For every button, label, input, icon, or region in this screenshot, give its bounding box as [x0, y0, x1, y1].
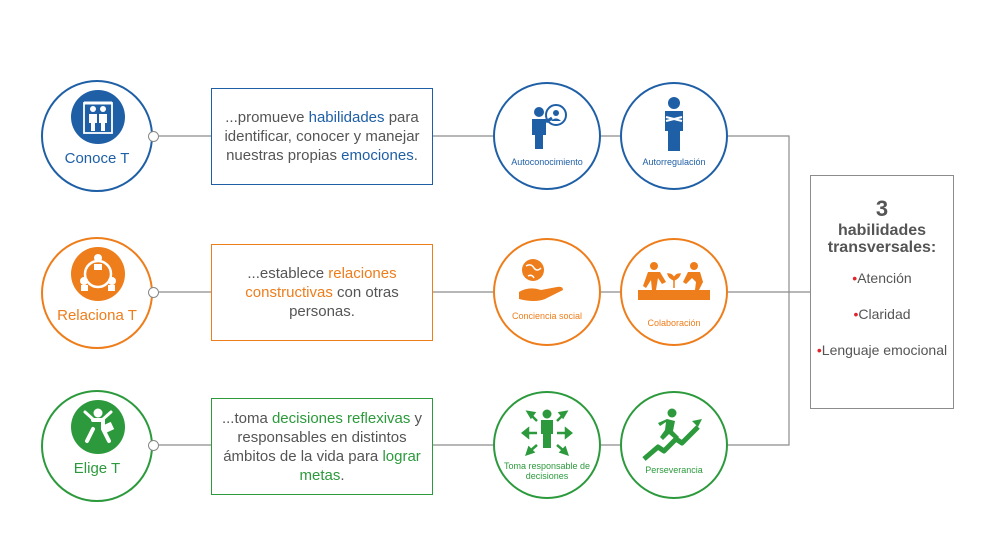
bullet: •	[853, 306, 859, 322]
relaciona-t-circle[interactable]: Relaciona T	[41, 237, 153, 349]
relaciona-t-description: ...establece relaciones constructivas co…	[211, 244, 433, 341]
desc-text: .	[413, 147, 418, 164]
jumping-person-icon	[71, 400, 125, 454]
person-climbing-arrow-icon	[642, 408, 702, 461]
summary-box: 3 habilidades transversales: •Atención •…	[810, 175, 954, 409]
summary-item-label: Atención	[857, 270, 912, 286]
skill-perseverancia[interactable]: Perseverancia	[620, 391, 728, 499]
skill-label: Conciencia social	[511, 311, 583, 321]
desc-highlight: emociones	[341, 147, 414, 164]
desc-text: ...establece	[247, 265, 329, 282]
relaciona-t-knob	[148, 287, 159, 298]
desc-text: para identificar, conocer y manejar nues…	[224, 109, 420, 164]
summary-item-lenguaje-emocional: •Lenguaje emocional	[811, 342, 953, 359]
elige-t-knob	[148, 440, 159, 451]
desc-text: ...promueve	[225, 109, 309, 126]
desc-highlight: relaciones constructivas	[245, 265, 397, 301]
desc-text: .	[340, 466, 345, 484]
summary-list: •Atención •Claridad •Lenguaje emocional	[811, 270, 953, 359]
summary-item-claridad: •Claridad	[811, 306, 953, 323]
desc-highlight: lograr metas	[299, 447, 421, 484]
desc-text: con otras personas.	[289, 284, 399, 320]
bullet: •	[816, 342, 822, 358]
desc-text: y responsables en distintos ámbitos de l…	[223, 409, 423, 465]
desc-highlight: habilidades	[308, 109, 385, 126]
elige-t-description: ...toma decisiones reflexivas y responsa…	[211, 398, 433, 495]
summary-number: 3	[875, 196, 889, 221]
desc-text: ...toma	[221, 409, 272, 427]
relaciona-t-label: Relaciona T	[57, 307, 137, 324]
summary-item-label: Lenguaje emocional	[821, 342, 948, 358]
skill-label: Toma responsable de decisiones	[503, 461, 591, 481]
skill-autorregulacion[interactable]: Autorregulación	[620, 82, 728, 190]
skill-autoconocimiento[interactable]: Autoconocimiento	[493, 82, 601, 190]
skill-label: Perseverancia	[645, 465, 703, 475]
conoce-t-knob	[148, 131, 159, 142]
summary-item-label: Claridad	[858, 306, 911, 322]
two-people-icon	[71, 90, 125, 144]
connector-bracket	[723, 135, 790, 446]
elige-t-label: Elige T	[73, 460, 121, 477]
summary-title: habilidades transversales:	[827, 222, 937, 256]
skill-toma-decisiones[interactable]: Toma responsable de decisiones	[493, 391, 601, 499]
person-arms-crossed-icon	[665, 97, 683, 151]
people-circle-icon	[71, 247, 125, 301]
hand-globe-icon	[519, 259, 563, 301]
people-planting-icon	[638, 262, 710, 300]
skill-label: Autorregulación	[642, 157, 706, 167]
summary-item-atencion: •Atención	[811, 270, 953, 287]
skill-colaboracion[interactable]: Colaboración	[620, 238, 728, 346]
desc-highlight: decisiones reflexivas	[271, 409, 411, 427]
skill-label: Autoconocimiento	[511, 157, 583, 167]
elige-t-circle[interactable]: Elige T	[41, 390, 153, 502]
skill-conciencia-social[interactable]: Conciencia social	[493, 238, 601, 346]
person-mirror-icon	[532, 104, 567, 149]
skill-label: Colaboración	[647, 318, 701, 328]
person-arrows-icon	[520, 409, 574, 456]
conoce-t-circle[interactable]: Conoce T	[41, 80, 153, 192]
conoce-t-label: Conoce T	[64, 150, 130, 167]
bullet: •	[852, 270, 858, 286]
conoce-t-description: ...promueve habilidades para identificar…	[211, 88, 433, 185]
